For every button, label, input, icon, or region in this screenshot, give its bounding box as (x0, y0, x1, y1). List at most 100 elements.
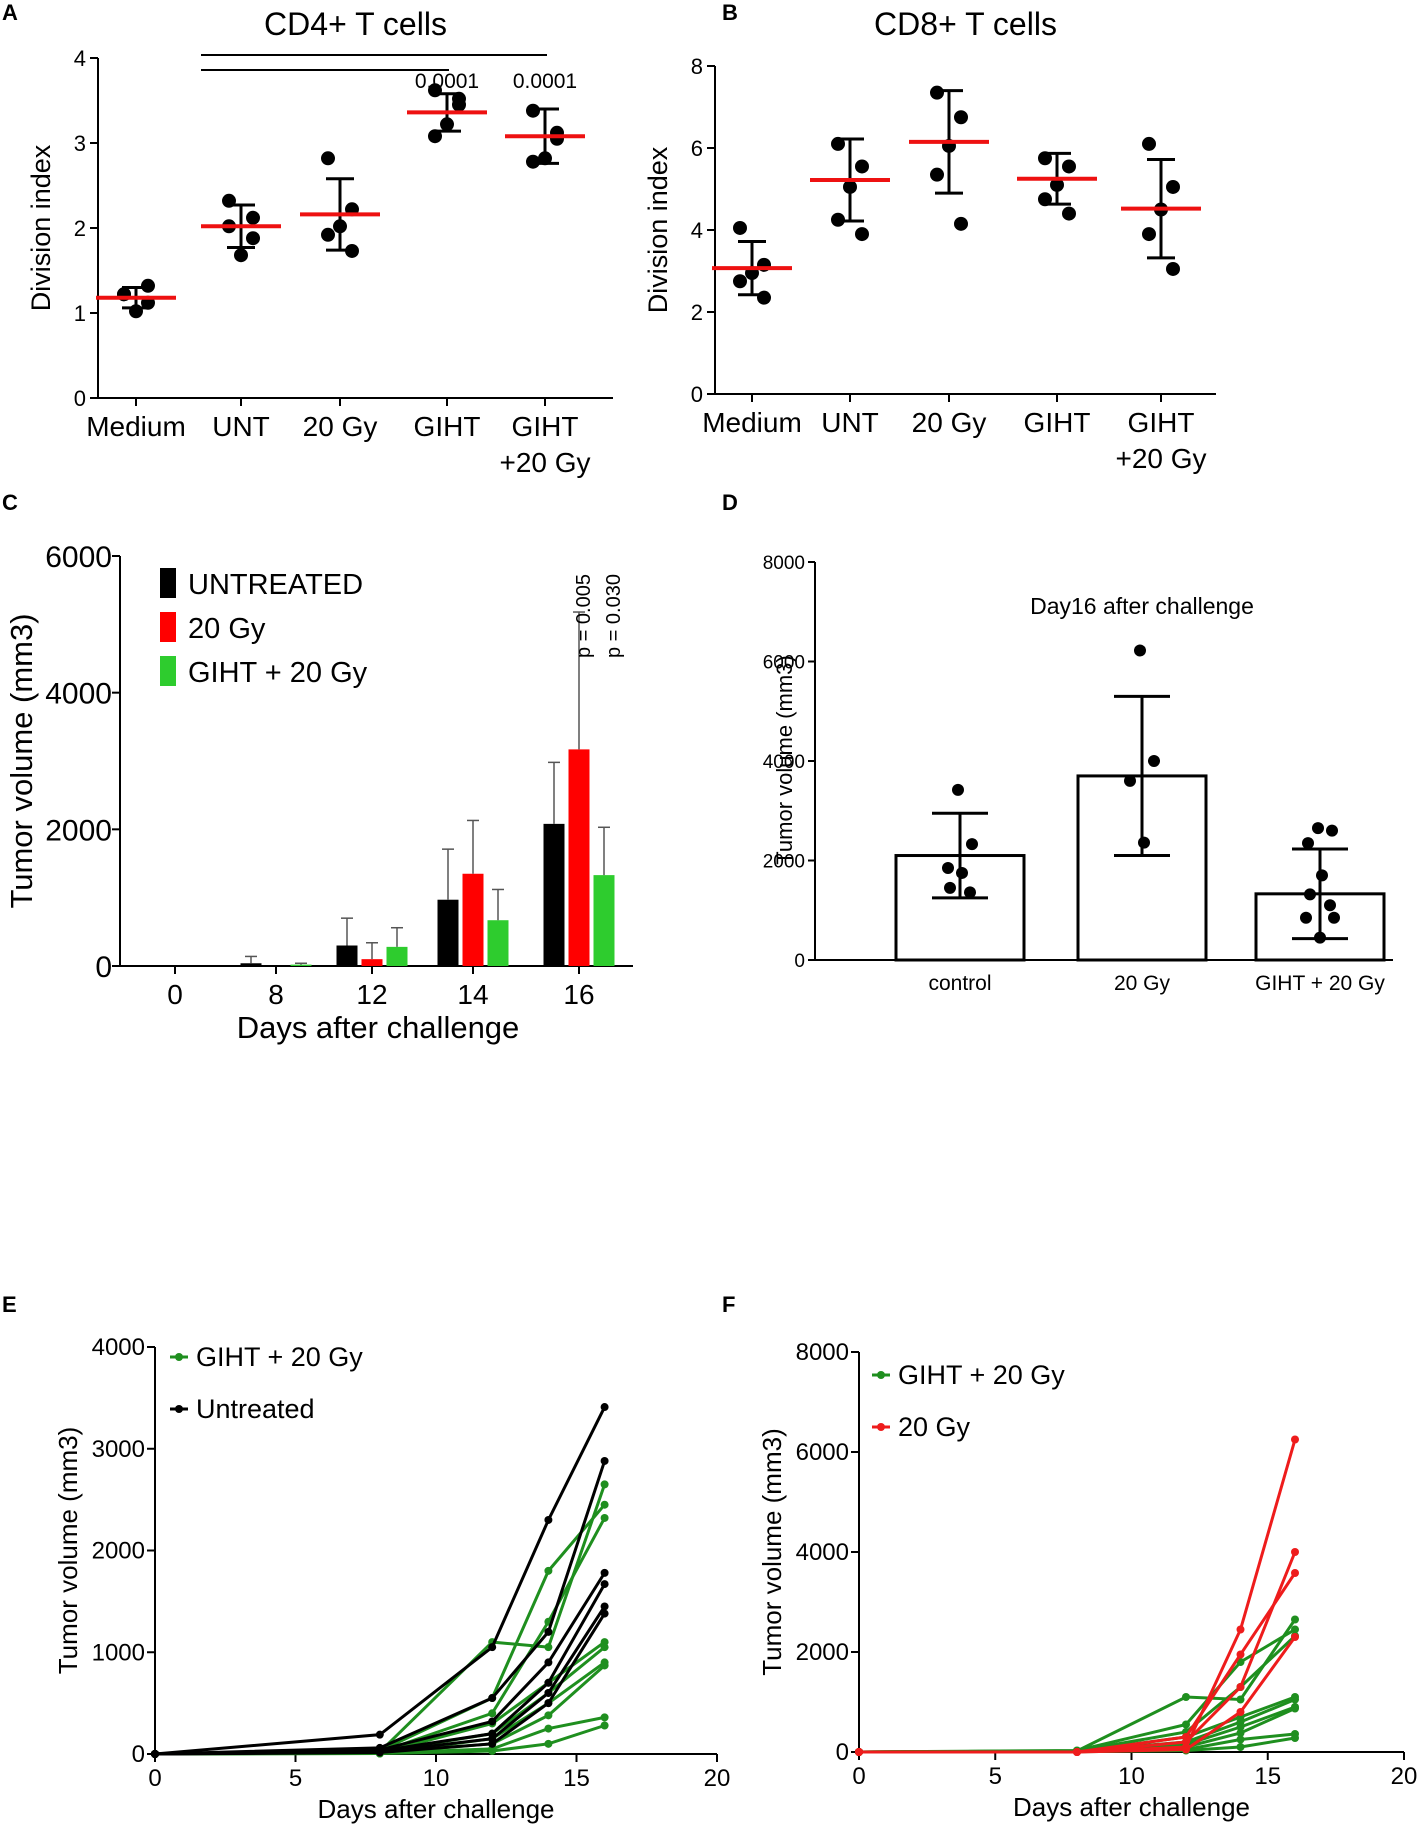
series-point (544, 1627, 553, 1636)
legend-label: GIHT + 20 Gy (196, 1342, 363, 1372)
data-point (964, 886, 976, 899)
series-point (375, 1748, 384, 1757)
panel-label-c: C (2, 490, 18, 515)
series-line (154, 1517, 606, 1756)
series-line (154, 1572, 606, 1756)
series-point (544, 1739, 553, 1748)
data-point (526, 154, 540, 169)
data-point (954, 110, 968, 125)
y-axis-label: Division index (643, 146, 673, 313)
data-point (733, 274, 747, 289)
panel-f: 0 2000 4000 6000 8000 0 5 10 15 20 Days after chal… (757, 1339, 1417, 1822)
panel-a: CD4+ T cells 0 1 2 3 4 Division index Medium UNT… (26, 6, 613, 478)
series-point (1291, 1548, 1299, 1556)
series-point (1291, 1704, 1299, 1713)
data-point (1062, 159, 1076, 174)
y-axis-label: Tumor volume (mm3) (772, 655, 797, 864)
series-point (544, 1711, 553, 1720)
bar (290, 964, 312, 966)
x-tick-label: 0 (852, 1763, 865, 1790)
data-point (222, 193, 236, 208)
data-point (428, 129, 442, 144)
series-point (855, 1748, 863, 1756)
y-tick-label: 4000 (45, 678, 112, 711)
y-tick-label: 4 (691, 218, 703, 243)
series-point (488, 1746, 497, 1755)
legend-marker (175, 1353, 183, 1361)
series-line (154, 1583, 606, 1756)
data-point (333, 219, 347, 234)
y-tick-label: 4000 (92, 1334, 145, 1361)
x-tick-label: UNT (212, 411, 270, 442)
data-point (1142, 227, 1156, 242)
data-point (141, 278, 155, 293)
y-tick-label: 3 (74, 131, 86, 156)
y-tick-label: 8000 (796, 1339, 849, 1366)
x-tick-label: 0 (167, 979, 183, 1010)
series-point (488, 1739, 497, 1748)
series-point (600, 1721, 609, 1730)
x-tick-label: 16 (563, 979, 594, 1010)
x-tick-label: +20 Gy (499, 447, 590, 478)
series-point (600, 1480, 609, 1489)
y-tick-label: 1000 (92, 1639, 145, 1666)
y-tick-label: 4 (74, 46, 86, 71)
panel-label-b: B (722, 0, 738, 25)
series-point (1236, 1683, 1245, 1691)
data-point (930, 167, 944, 182)
series-point (488, 1694, 497, 1703)
series-point (1236, 1708, 1245, 1716)
series-line (859, 1439, 1297, 1754)
series-point (544, 1678, 553, 1687)
data-point (1142, 136, 1156, 151)
panel-c: 0 2000 4000 6000 Tumor volume (mm3) Days afte… (4, 541, 633, 1045)
y-tick-label: 1 (74, 301, 86, 326)
series-point (600, 1456, 609, 1465)
y-tick-label: 2 (691, 300, 703, 325)
p-value-annotation: p = 0.005 (573, 574, 595, 658)
series-point (151, 1750, 159, 1758)
bar (593, 875, 615, 966)
x-tick-label: 15 (1254, 1763, 1281, 1790)
y-tick-label: 4000 (763, 752, 805, 773)
chart-title: Day16 after challenge (1030, 593, 1254, 619)
series-point (544, 1515, 553, 1524)
series-point (1182, 1745, 1190, 1754)
data-point (428, 83, 442, 98)
series-point (600, 1580, 609, 1589)
x-tick-label: GIHT (414, 411, 481, 442)
data-point (246, 210, 260, 225)
series-point (1236, 1625, 1245, 1634)
y-tick-label: 4000 (796, 1539, 849, 1566)
data-point (1316, 869, 1328, 882)
y-axis-label: Tumor volume (mm3) (53, 1427, 83, 1675)
x-tick-label: control (928, 972, 991, 995)
bar (543, 823, 565, 966)
y-tick-label: 0 (836, 1739, 849, 1766)
data-point (942, 861, 954, 874)
data-point (1134, 644, 1146, 657)
panel-d: Day16 after challenge 0 2000 4000 6000 8000 Tu… (763, 553, 1393, 995)
x-tick-label: 10 (423, 1765, 450, 1792)
series-point (1291, 1615, 1299, 1624)
bar (568, 749, 590, 966)
y-tick-label: 0 (95, 951, 112, 984)
data-point (452, 97, 466, 112)
data-point (1138, 836, 1150, 849)
data-point (1324, 899, 1336, 912)
x-axis-label: Days after challenge (237, 1010, 520, 1045)
series-point (1236, 1695, 1245, 1704)
x-tick-label: 0 (148, 1765, 161, 1792)
y-tick-label: 8000 (763, 553, 805, 574)
data-point (1038, 192, 1052, 207)
series-point (1291, 1734, 1299, 1742)
x-tick-label: 14 (457, 979, 488, 1010)
data-point (1314, 931, 1326, 944)
series-point (1236, 1723, 1245, 1731)
data-point (440, 117, 454, 132)
series-point (1291, 1435, 1299, 1444)
y-tick-label: 6000 (45, 541, 112, 574)
data-point (1166, 261, 1180, 276)
series-point (544, 1643, 553, 1652)
x-tick-label: 5 (289, 1765, 302, 1792)
